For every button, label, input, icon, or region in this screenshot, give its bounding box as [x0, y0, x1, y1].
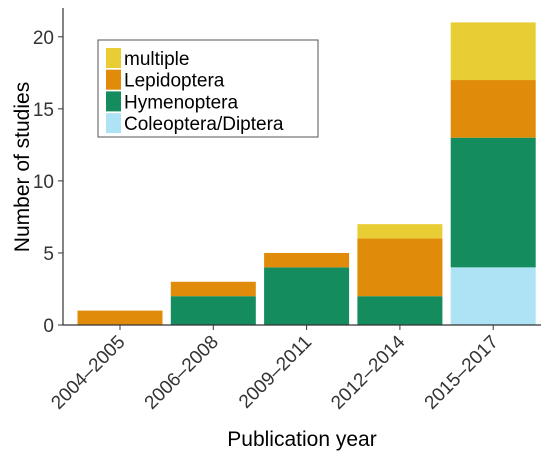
- legend-label: Hymenoptera: [124, 92, 238, 113]
- y-tick-label: 0: [43, 316, 54, 337]
- bar-segment: [450, 137, 536, 268]
- bar-segment: [170, 281, 256, 297]
- y-tick-label: 20: [33, 28, 54, 49]
- x-tick-label: 2015–2017: [421, 332, 503, 414]
- legend-swatch: [106, 113, 121, 134]
- bar-segment: [264, 267, 350, 325]
- y-axis-title: Number of studies: [11, 82, 34, 252]
- bar-segment: [357, 224, 443, 239]
- y-tick-label: 10: [33, 172, 54, 193]
- x-tick-label: 2012–2014: [327, 331, 409, 413]
- legend-label: multiple: [124, 49, 189, 70]
- bar-segment: [77, 310, 163, 325]
- bar-segment: [357, 238, 443, 297]
- legend-swatch: [106, 69, 121, 90]
- x-tick-label: 2004–2005: [47, 332, 129, 414]
- legend-label: Lepidoptera: [124, 71, 225, 92]
- x-tick-label: 2009–2011: [235, 332, 316, 413]
- y-tick-label: 15: [33, 100, 54, 121]
- legend-swatch: [106, 48, 121, 68]
- x-tick-label: 2006–2008: [141, 332, 223, 414]
- legend-label: Coleoptera/Diptera: [124, 114, 284, 135]
- legend-swatch: [106, 91, 121, 112]
- bar-segment: [264, 252, 350, 268]
- bar-segment: [450, 80, 536, 138]
- x-axis-title: Publication year: [227, 428, 376, 451]
- legend-box: [97, 39, 319, 138]
- bar-segment: [357, 296, 443, 325]
- bar-segment: [170, 296, 256, 325]
- bar-segment: [450, 22, 536, 81]
- y-tick-label: 5: [43, 244, 54, 265]
- bar-segment: [450, 267, 536, 325]
